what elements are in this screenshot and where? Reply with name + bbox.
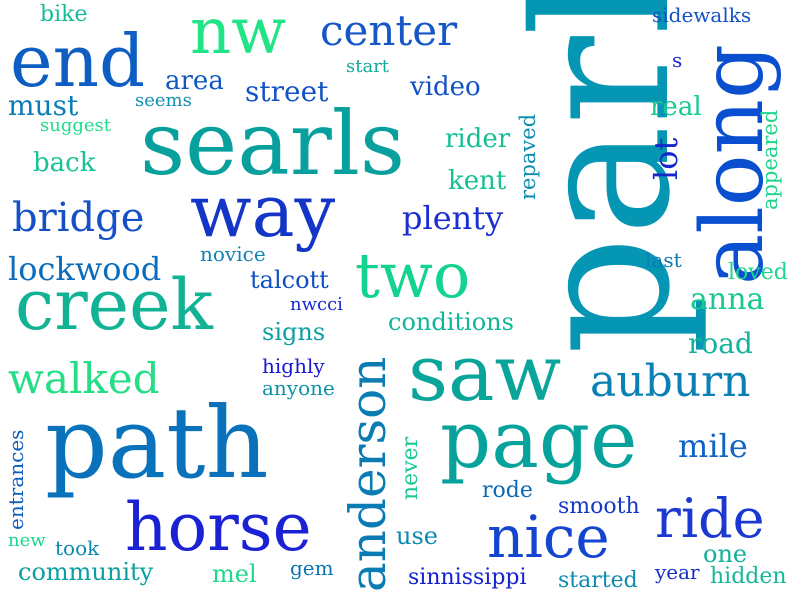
word-sidewalks: sidewalks [652,3,752,27]
word-started: started [558,568,638,593]
word-smooth: smooth [558,494,640,519]
word-mile: mile [678,427,748,465]
word-creek: creek [15,264,213,346]
word-two: two [355,239,471,312]
word-highly: highly [262,354,325,378]
word-anna: anna [690,282,765,317]
word-entrances: entrances [4,429,28,530]
word-bike: bike [40,2,88,27]
word-road: road [688,327,753,360]
word-center: center [320,6,458,55]
word-end: end [10,19,146,103]
word-mel: mel [212,560,257,588]
word-repaved: repaved [516,113,540,200]
word-sinnissippi: sinnissippi [408,565,527,590]
word-suggest: suggest [40,115,111,136]
word-way: way [190,169,336,253]
word-hidden: hidden [710,564,787,589]
word-area: area [165,66,224,96]
word-bridge: bridge [12,195,145,241]
word-street: street [245,75,329,108]
word-rider: rider [445,124,511,154]
word-video: video [410,72,481,102]
word-one: one [703,540,748,568]
word-must: must [8,89,79,122]
word-lot: lot [647,137,685,180]
word-kent: kent [448,166,507,196]
word-nwcci: nwcci [290,294,343,315]
word-lockwood: lockwood [8,250,162,288]
word-page: page [440,393,638,486]
word-rode: rode [482,478,533,503]
word-real: real [650,92,702,122]
word-new: new [8,530,46,551]
word-conditions: conditions [388,308,514,336]
word-plenty: plenty [402,199,504,237]
word-use: use [396,522,438,550]
word-walked: walked [8,354,160,403]
word-seems: seems [135,90,192,111]
word-talcott: talcott [250,266,329,294]
word-never: never [398,436,423,500]
word-anderson: anderson [339,356,397,592]
word-searls: searls [140,92,406,195]
word-back: back [33,148,96,178]
word-loved: loved [728,260,788,285]
word-gem: gem [290,556,334,580]
word-start: start [346,56,390,77]
word-nw: nw [190,0,286,69]
word-saw: saw [408,329,562,419]
word-anyone: anyone [262,376,335,400]
word-appeared: appeared [758,109,782,210]
word-novice: novice [200,242,266,266]
word-community: community [18,558,154,586]
word-took: took [55,536,100,560]
word-last: last [645,248,682,272]
word-horse: horse [125,489,312,566]
word-auburn: auburn [590,356,751,407]
word-s: s [672,48,683,72]
word-signs: signs [262,318,326,346]
word-ride: ride [655,487,765,550]
word-path: path [45,387,269,501]
word-year: year [655,560,700,584]
word-nice: nice [487,503,610,571]
